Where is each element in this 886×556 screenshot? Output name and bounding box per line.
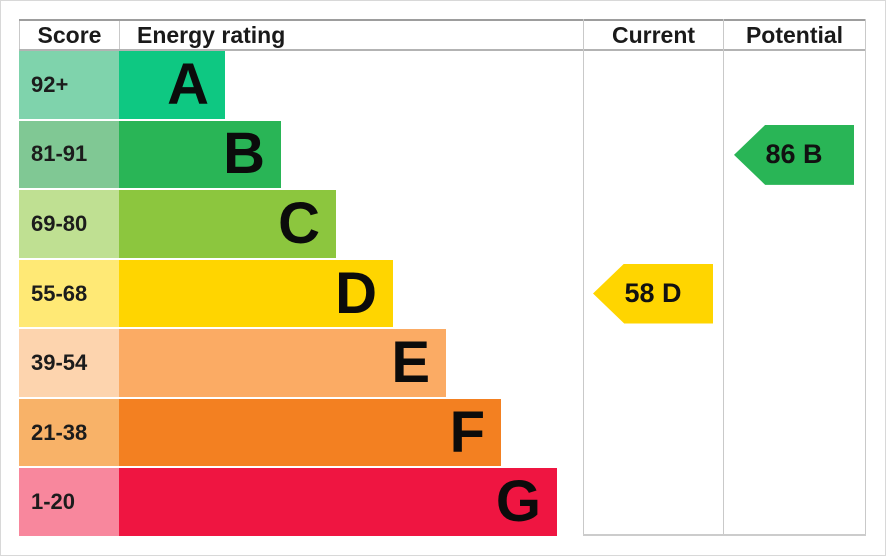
divider-current-column — [583, 19, 584, 536]
band-row-g: 1-20 G — [19, 468, 583, 537]
rating-bar-g: G — [119, 468, 557, 537]
score-range-g: 1-20 — [19, 468, 119, 537]
band-row-b: 81-91 B — [19, 120, 583, 191]
header-score: Score — [19, 21, 119, 49]
score-range-c: 69-80 — [19, 190, 119, 258]
band-row-c: 69-80 C — [19, 190, 583, 260]
score-range-d: 55-68 — [19, 259, 119, 328]
score-range-b: 81-91 — [19, 120, 119, 189]
divider-right-edge — [865, 19, 866, 536]
band-row-d: 55-68 D — [19, 259, 583, 330]
band-row-e: 39-54 E — [19, 329, 583, 399]
header-current: Current — [583, 21, 723, 49]
band-row-a: 92+ A — [19, 51, 583, 121]
divider-potential-column — [723, 19, 724, 536]
table-bottom-border — [583, 534, 866, 536]
rating-bar-d: D — [119, 259, 393, 328]
score-range-a: 92+ — [19, 51, 119, 119]
score-range-f: 21-38 — [19, 398, 119, 467]
rating-bar-c: C — [119, 190, 336, 258]
header-potential: Potential — [723, 21, 866, 49]
potential-rating-arrow: 86 B — [734, 124, 854, 185]
rating-bar-b: B — [119, 120, 281, 189]
table-header: Score Energy rating Current Potential — [19, 19, 866, 51]
current-rating-arrow: 58 D — [593, 263, 713, 324]
rating-bar-a: A — [119, 51, 225, 119]
epc-table: Score Energy rating Current Potential 92… — [19, 19, 866, 537]
rating-bar-e: E — [119, 329, 446, 397]
band-row-f: 21-38 F — [19, 398, 583, 469]
rating-bands: 92+ A 81-91 B 69-80 C 55-68 D 39-54 E 21-38 F 1-20 G — [19, 51, 583, 537]
rating-bar-f: F — [119, 398, 501, 467]
header-energy-rating: Energy rating — [119, 21, 583, 49]
score-range-e: 39-54 — [19, 329, 119, 397]
